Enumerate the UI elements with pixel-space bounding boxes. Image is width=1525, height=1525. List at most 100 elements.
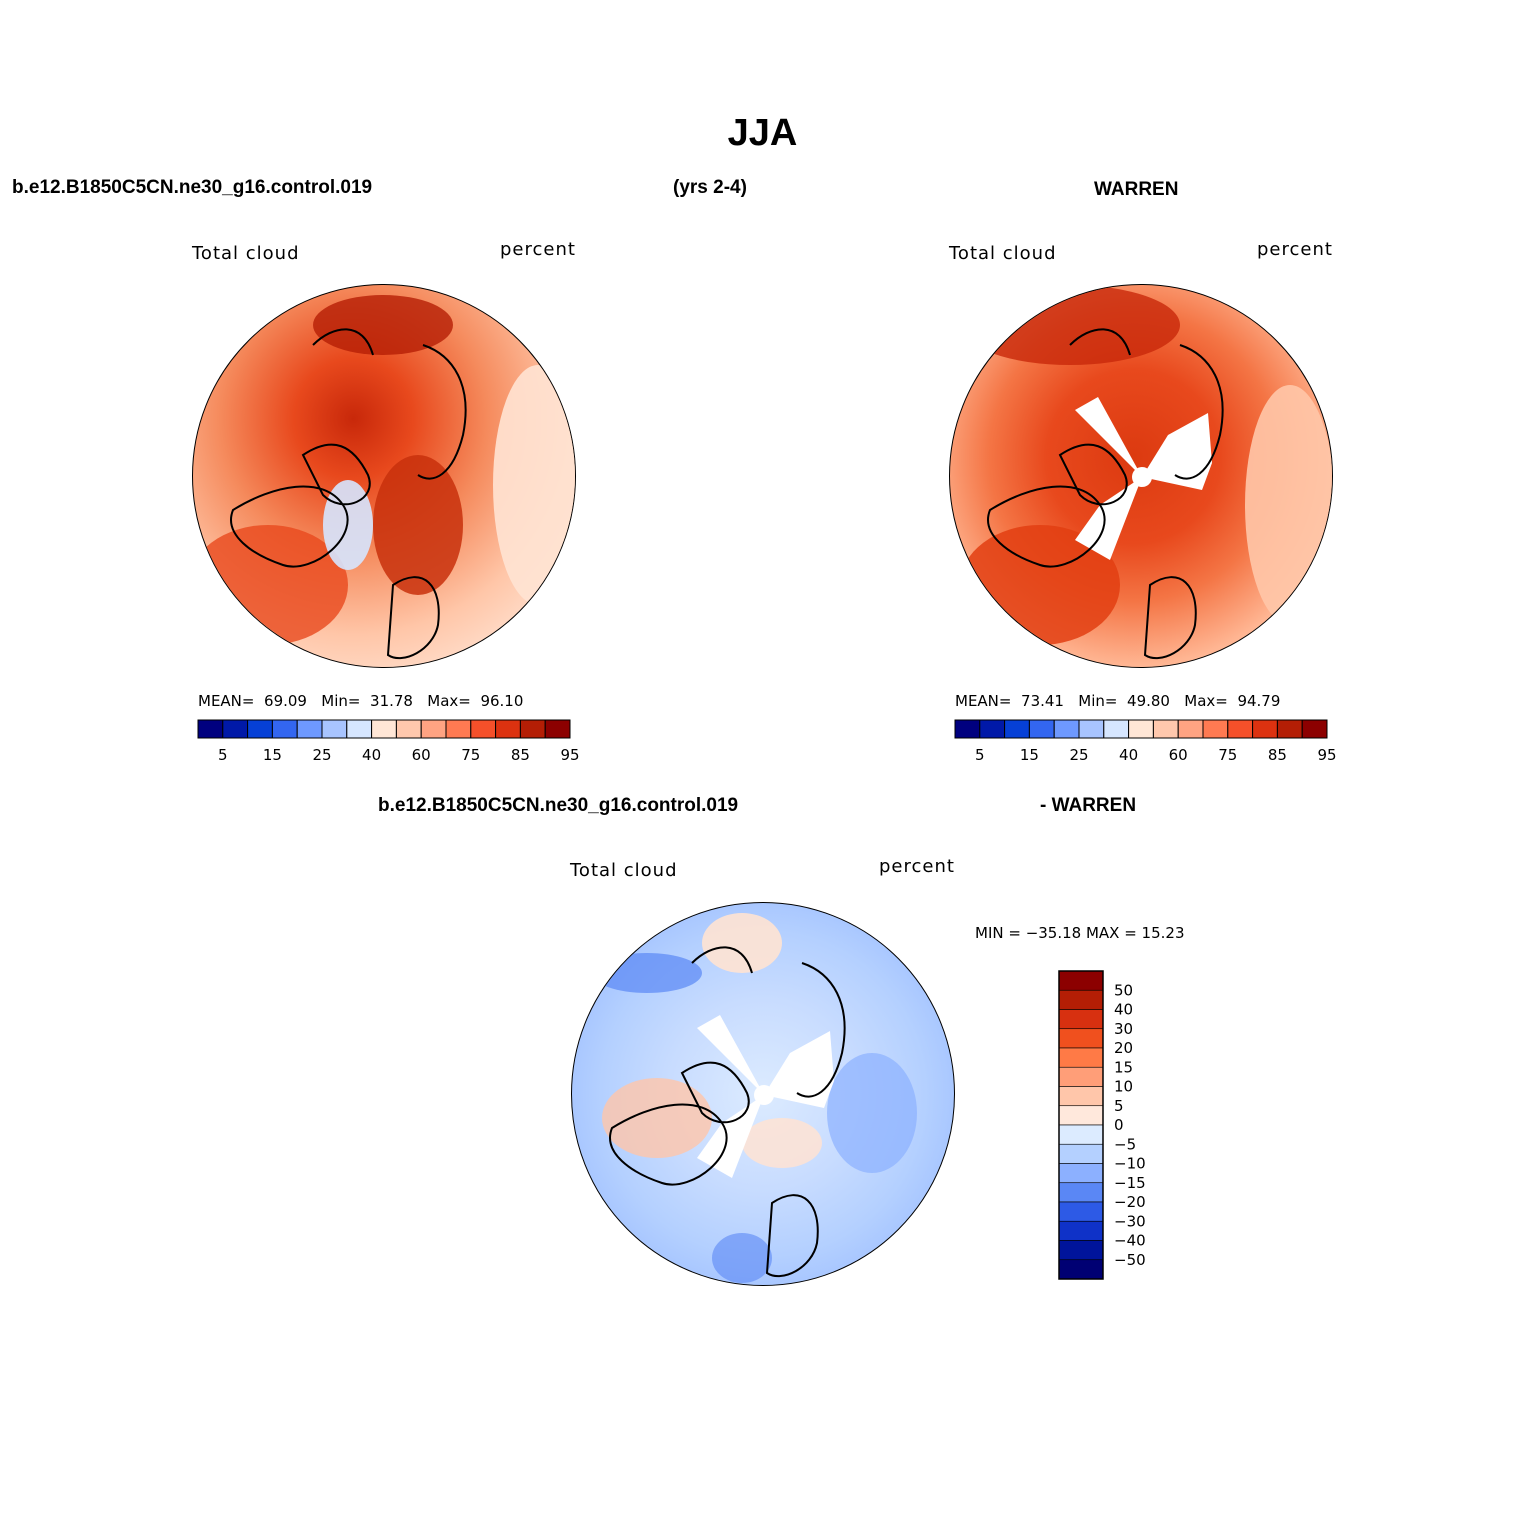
diff-colorbar-tick-label: −30 xyxy=(1114,1212,1146,1230)
panel2-mean-value: 73.41 xyxy=(1021,692,1064,710)
diff-variable-label: Total cloud xyxy=(570,860,678,881)
panel1-colorbar-swatch xyxy=(346,719,373,739)
diff-colorbar-tick-label: −40 xyxy=(1114,1232,1146,1250)
diff-minmax: MIN = −35.18 MAX = 15.23 xyxy=(975,924,1185,942)
panel1-colorbar-swatch xyxy=(519,719,546,739)
diff-colorbar-swatch xyxy=(1058,1009,1104,1030)
diff-colorbar-swatch xyxy=(1058,1086,1104,1107)
panel1-variable-label: Total cloud xyxy=(192,243,300,264)
panel1-colorbar-swatch xyxy=(395,719,422,739)
panel2-stats: MEAN= 73.41 Min= 49.80 Max= 94.79 xyxy=(955,692,1280,710)
case-name-title: b.e12.B1850C5CN.ne30_g16.control.019 xyxy=(12,177,373,198)
panel1-units-label: percent xyxy=(500,239,576,260)
diff-colorbar-tick-label: 0 xyxy=(1114,1116,1124,1134)
panel1-colorbar-tick-label: 40 xyxy=(362,746,381,764)
diff-colorbar-swatch xyxy=(1058,1182,1104,1203)
panel1-colorbar-swatch xyxy=(222,719,249,739)
panel1-colorbar-swatch xyxy=(197,719,224,739)
panel2-colorbar-swatch xyxy=(1004,719,1030,739)
panel1-colorbar-tick-label: 95 xyxy=(560,746,579,764)
panel1-min-label: Min= xyxy=(321,692,361,710)
panel2-variable-label: Total cloud xyxy=(949,243,1057,264)
diff-colorbar-swatch xyxy=(1058,1143,1104,1164)
diff-obs-name-title: - WARREN xyxy=(1040,795,1137,816)
obs-name-title: WARREN xyxy=(1094,179,1179,200)
panel2-colorbar-swatch xyxy=(1028,719,1055,739)
diff-colorbar-swatch xyxy=(1058,989,1104,1010)
panel1-colorbar-swatch xyxy=(296,719,323,739)
panel2-colorbar-swatch xyxy=(1053,719,1080,739)
panel1-min-value: 31.78 xyxy=(370,692,413,710)
diff-units-label: percent xyxy=(879,856,955,877)
diff-colorbar-swatch xyxy=(1058,1105,1104,1126)
panel2-mean-label: MEAN= xyxy=(955,692,1012,710)
diff-colorbar-swatch xyxy=(1058,1047,1104,1068)
panel2-colorbar-swatch xyxy=(1103,719,1130,739)
panel1-colorbar-swatch xyxy=(247,719,273,739)
diff-colorbar-swatch xyxy=(1058,1028,1104,1049)
panel2-colorbar-swatch xyxy=(1128,719,1154,739)
panel1-max-label: Max= xyxy=(427,692,471,710)
panel2-colorbar-tick-label: 5 xyxy=(975,746,985,764)
diff-colorbar-tick-label: −20 xyxy=(1114,1193,1146,1211)
panel2-colorbar: 5 15 25 40 60 75 85 95 xyxy=(954,719,1337,764)
panel1-colorbar-tick-label: 15 xyxy=(263,746,282,764)
diff-colorbar-tick-label: 50 xyxy=(1114,981,1133,999)
panel2-min-label: Min= xyxy=(1078,692,1118,710)
panel1-colorbar-swatch xyxy=(470,719,497,739)
panel1-max-value: 96.10 xyxy=(480,692,524,710)
panel2-colorbar-swatch xyxy=(1227,719,1254,739)
diff-colorbar-tick-label: −15 xyxy=(1114,1174,1146,1192)
panel2-colorbar-swatch xyxy=(1202,719,1229,739)
diff-colorbar-tick-label: 5 xyxy=(1114,1097,1124,1115)
panel1-colorbar-tick-label: 85 xyxy=(511,746,530,764)
panel2-colorbar-swatch xyxy=(1276,719,1303,739)
diff-colorbar-tick-label: 10 xyxy=(1114,1078,1133,1096)
panel1-colorbar-swatch xyxy=(271,719,298,739)
diff-colorbar-swatch xyxy=(1058,1163,1104,1184)
panel1-colorbar-tick-label: 75 xyxy=(461,746,480,764)
panel2-colorbar-tick-label: 40 xyxy=(1119,746,1138,764)
diff-colorbar-swatch xyxy=(1058,1201,1104,1222)
panel1-colorbar-tick-label: 25 xyxy=(312,746,331,764)
diff-colorbar-tick-label: 20 xyxy=(1114,1039,1133,1057)
panel1-colorbar-swatch xyxy=(495,719,521,739)
panel2-colorbar-swatch xyxy=(954,719,981,739)
diff-colorbar-swatch xyxy=(1058,1066,1104,1087)
diff-colorbar-tick-label: −50 xyxy=(1114,1251,1146,1269)
panel2-colorbar-swatch xyxy=(1301,719,1328,739)
panel1-mean-label: MEAN= xyxy=(198,692,255,710)
years-title: (yrs 2-4) xyxy=(673,177,747,198)
panel2-colorbar-swatch xyxy=(1078,719,1105,739)
panel1-colorbar-swatch xyxy=(420,719,447,739)
panel2-colorbar-swatch xyxy=(979,719,1006,739)
panel2-polar-map xyxy=(949,284,1333,668)
diff-colorbar-swatch xyxy=(1058,970,1104,991)
panel2-colorbar-tick-label: 75 xyxy=(1218,746,1237,764)
panel2-colorbar-tick-label: 15 xyxy=(1020,746,1039,764)
panel2-colorbar-swatch xyxy=(1152,719,1179,739)
panel2-max-label: Max= xyxy=(1184,692,1228,710)
diff-polar-map xyxy=(571,902,955,1286)
panel1-mean-value: 69.09 xyxy=(264,692,307,710)
panel2-colorbar-swatch xyxy=(1177,719,1204,739)
panel1-colorbar: 5 15 25 40 60 75 85 95 xyxy=(197,719,580,764)
diff-colorbar-frame xyxy=(1058,970,1104,1280)
panel1-polar-map xyxy=(192,284,576,668)
panel2-colorbar-tick-label: 60 xyxy=(1169,746,1188,764)
diff-colorbar-tick-label: 40 xyxy=(1114,1001,1133,1019)
diff-colorbar-tick-label: −10 xyxy=(1114,1155,1146,1173)
panel1-colorbar-swatch xyxy=(445,719,472,739)
panel1-colorbar-swatch xyxy=(371,719,397,739)
diff-colorbar-swatch xyxy=(1058,1220,1104,1241)
diff-colorbar-tick-label: 15 xyxy=(1114,1058,1133,1076)
panel1-colorbar-tick-label: 60 xyxy=(412,746,431,764)
diff-colorbar-swatch xyxy=(1058,1259,1104,1280)
panel2-units-label: percent xyxy=(1257,239,1333,260)
panel2-colorbar-tick-label: 85 xyxy=(1268,746,1287,764)
panel1-colorbar-tick-label: 5 xyxy=(218,746,228,764)
panel2-colorbar-swatch xyxy=(1252,719,1278,739)
panel2-min-value: 49.80 xyxy=(1127,692,1170,710)
diff-colorbar-tick-label: 30 xyxy=(1114,1020,1133,1038)
